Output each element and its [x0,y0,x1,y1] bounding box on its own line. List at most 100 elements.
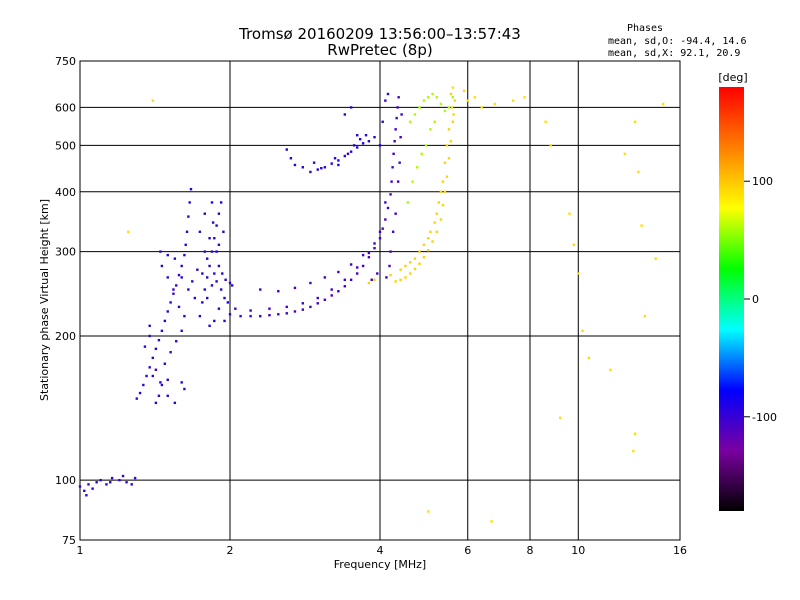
data-point [396,106,399,109]
data-point [490,520,493,523]
data-point [397,96,400,99]
y-tick-label: 500 [55,139,76,152]
data-point [422,243,426,246]
data-point [431,92,434,96]
data-point [373,246,376,250]
data-point [143,345,147,348]
data-point [384,218,387,221]
data-point [654,257,657,260]
data-point [452,113,455,116]
data-point [163,362,167,365]
data-point [157,338,161,342]
data-point [443,161,447,164]
data-point [230,284,234,287]
data-point [213,236,216,240]
data-point [386,206,390,210]
data-point [285,312,288,315]
data-point [346,152,350,156]
data-point [159,250,162,253]
data-point [219,288,223,291]
data-point [451,120,455,123]
data-point [409,261,412,264]
data-point [447,106,451,109]
data-point [154,401,158,405]
data-point [142,383,145,387]
data-point [453,99,456,102]
data-point [433,120,436,123]
data-point [217,212,221,215]
data-point [213,272,216,275]
data-point [87,483,90,486]
data-point [177,305,181,309]
data-point [449,92,453,96]
data-point [349,150,353,153]
data-point [175,340,178,343]
data-point [411,180,414,183]
data-point [135,397,138,400]
data-point [433,221,436,224]
data-point [343,278,347,281]
data-point [320,166,323,170]
data-point [343,154,347,158]
data-point [268,313,271,317]
data-point [427,236,430,240]
data-point [187,288,190,291]
data-point [277,313,280,316]
data-point [349,263,353,266]
x-tick-label: 10 [571,544,585,557]
data-point [316,302,319,305]
y-tick-label: 300 [55,246,76,259]
data-point [400,113,403,116]
data-point [198,230,202,233]
data-point [157,394,161,398]
data-point [293,163,297,167]
data-point [173,401,177,405]
data-point [427,96,430,99]
data-point [201,301,204,304]
data-point [213,319,216,323]
data-point [222,230,225,233]
data-point [462,89,466,92]
data-point [337,163,340,167]
data-point [367,256,371,259]
data-point [384,201,387,204]
x-axis-ticks: 1 2 4 6 8 10 16 [77,544,688,557]
data-point [429,128,432,131]
data-point [361,142,365,145]
data-point [661,102,665,106]
data-point [169,301,172,304]
data-point [85,494,88,497]
x-tick-label: 4 [377,544,384,557]
data-point [406,201,410,204]
data-point [217,307,221,310]
chart-subtitle: RwPretec (8p) [327,41,432,59]
chart-title: Tromsø 20160209 13:56:00–13:57:43 [238,25,521,43]
data-point [323,166,327,169]
data-point [559,416,562,419]
data-point [223,296,226,300]
data-point [226,301,230,304]
data-point [224,278,227,281]
data-point [127,230,130,233]
data-point [370,278,373,281]
data-point [183,314,186,318]
data-point [228,281,232,285]
data-point [201,272,204,275]
data-point [180,276,183,279]
data-point [259,314,262,318]
data-point [349,278,353,281]
data-point [445,175,449,178]
data-point [203,250,206,253]
data-point [577,272,580,275]
data-point [640,224,643,227]
data-point [443,190,447,193]
data-point [145,374,148,378]
data-point [166,276,169,279]
data-point [215,280,218,283]
data-point [572,243,576,246]
data-point [285,148,288,151]
data-point [133,476,137,480]
data-point [418,106,421,109]
data-point [431,240,434,243]
